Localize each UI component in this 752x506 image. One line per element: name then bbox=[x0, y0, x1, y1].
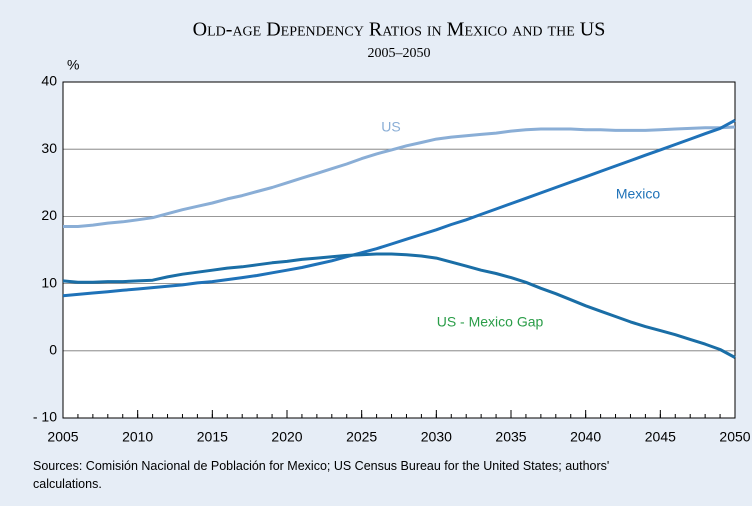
x-tick-label: 2030 bbox=[421, 429, 452, 445]
x-tick-label: 2015 bbox=[197, 429, 228, 445]
y-tick-label: 10 bbox=[41, 274, 57, 290]
source-line: Sources: Comisión Nacional de Población … bbox=[33, 459, 609, 473]
y-axis-label: % bbox=[67, 57, 79, 73]
series-label: US bbox=[381, 119, 400, 135]
series-label: US - Mexico Gap bbox=[437, 314, 544, 330]
chart-subtitle: 2005–2050 bbox=[368, 46, 431, 61]
source-line: calculations. bbox=[33, 477, 102, 491]
y-tick-label: 40 bbox=[41, 73, 57, 89]
plot-border bbox=[62, 81, 736, 419]
series-label: Mexico bbox=[616, 186, 661, 202]
x-tick-label: 2045 bbox=[645, 429, 676, 445]
series-line bbox=[63, 125, 736, 228]
series-line bbox=[62, 252, 736, 359]
x-tick-label: 2005 bbox=[47, 429, 78, 445]
x-tick-label: 2050 bbox=[719, 429, 750, 445]
series-line bbox=[62, 118, 736, 298]
x-tick-label: 2035 bbox=[495, 429, 526, 445]
x-tick-label: 2010 bbox=[122, 429, 153, 445]
x-tick-label: 2020 bbox=[271, 429, 302, 445]
y-tick-label: 20 bbox=[41, 207, 57, 223]
y-tick-label: 0 bbox=[49, 342, 57, 358]
x-tick-label: 2025 bbox=[346, 429, 377, 445]
y-tick-label: - 10 bbox=[33, 409, 57, 425]
source-note: Sources: Comisión Nacional de Población … bbox=[33, 459, 609, 491]
plot-area bbox=[63, 82, 735, 418]
chart-title: Old-age Dependency Ratios in Mexico and … bbox=[193, 19, 606, 41]
x-tick-label: 2040 bbox=[570, 429, 601, 445]
y-tick-label: 30 bbox=[41, 140, 57, 156]
